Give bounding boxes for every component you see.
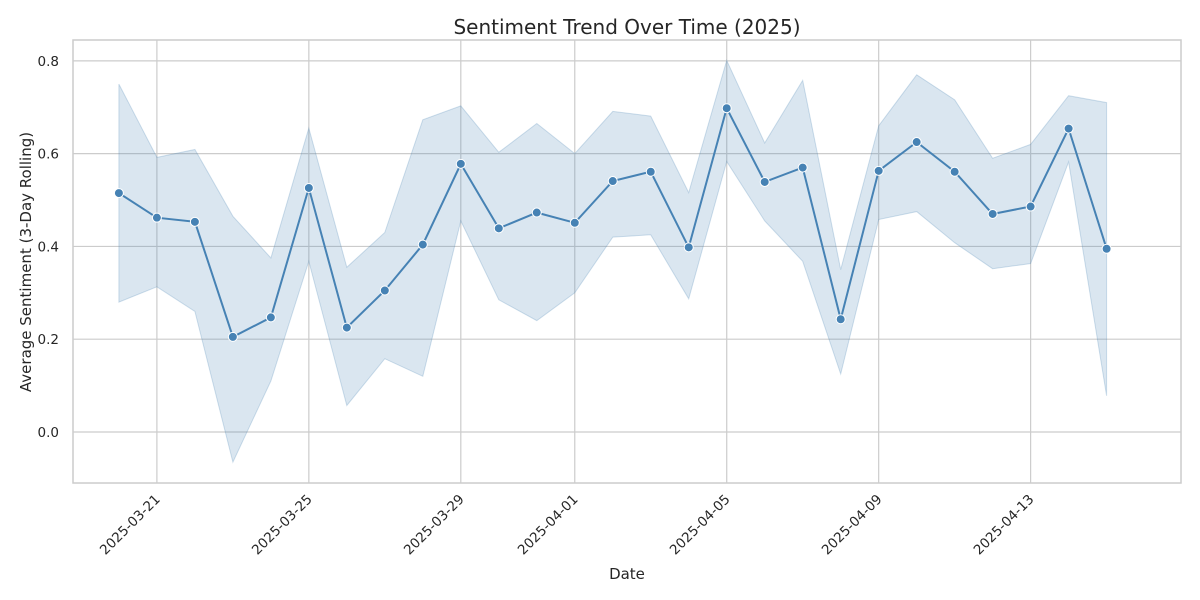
data-point <box>1101 243 1112 254</box>
data-point <box>569 217 580 228</box>
data-point <box>341 322 352 333</box>
x-tick-label: 2025-04-01 <box>515 492 582 559</box>
data-point <box>797 162 808 173</box>
data-point <box>759 176 770 187</box>
data-point <box>1063 123 1074 134</box>
data-point <box>835 314 846 325</box>
plot-frame <box>72 39 1182 484</box>
data-point <box>1025 201 1036 212</box>
data-point <box>531 207 542 218</box>
data-point <box>683 242 694 253</box>
data-point <box>265 312 276 323</box>
y-gridlines <box>73 60 1181 433</box>
data-point <box>379 285 390 296</box>
data-point <box>645 166 656 177</box>
y-axis-ticks: 0.0 0.2 0.4 0.6 0.8 <box>38 54 59 441</box>
x-tick-label: 2025-03-21 <box>97 492 164 559</box>
y-tick-label: 0.8 <box>38 54 59 70</box>
data-point <box>911 137 922 148</box>
x-gridlines <box>156 40 1032 483</box>
data-point <box>607 176 618 187</box>
data-point <box>227 331 238 342</box>
data-point <box>417 239 428 250</box>
y-tick-label: 0.2 <box>38 332 59 348</box>
x-tick-label: 2025-04-13 <box>971 492 1038 559</box>
y-tick-label: 0.0 <box>38 425 59 441</box>
data-point <box>303 182 314 193</box>
y-tick-label: 0.4 <box>38 239 59 255</box>
data-point <box>493 223 504 234</box>
x-tick-label: 2025-04-05 <box>667 492 734 559</box>
data-point <box>949 166 960 177</box>
x-tick-label: 2025-04-09 <box>819 492 886 559</box>
x-axis-ticks: 2025-03-21 2025-03-25 2025-03-29 2025-04-01… <box>97 492 1038 559</box>
data-points <box>113 103 1112 342</box>
confidence-band <box>118 58 1108 464</box>
data-point <box>455 158 466 169</box>
x-tick-label: 2025-03-29 <box>401 492 468 559</box>
data-point <box>873 165 884 176</box>
data-point <box>151 212 162 223</box>
y-tick-label: 0.6 <box>38 147 59 163</box>
data-point <box>113 188 124 199</box>
data-point <box>721 103 732 114</box>
x-axis-label: Date <box>609 565 645 583</box>
y-axis-label: Average Sentiment (3-Day Rolling) <box>17 132 35 392</box>
x-tick-label: 2025-03-25 <box>249 492 316 559</box>
chart-title: Sentiment Trend Over Time (2025) <box>453 15 800 39</box>
data-point <box>987 208 998 219</box>
data-point <box>189 216 200 227</box>
